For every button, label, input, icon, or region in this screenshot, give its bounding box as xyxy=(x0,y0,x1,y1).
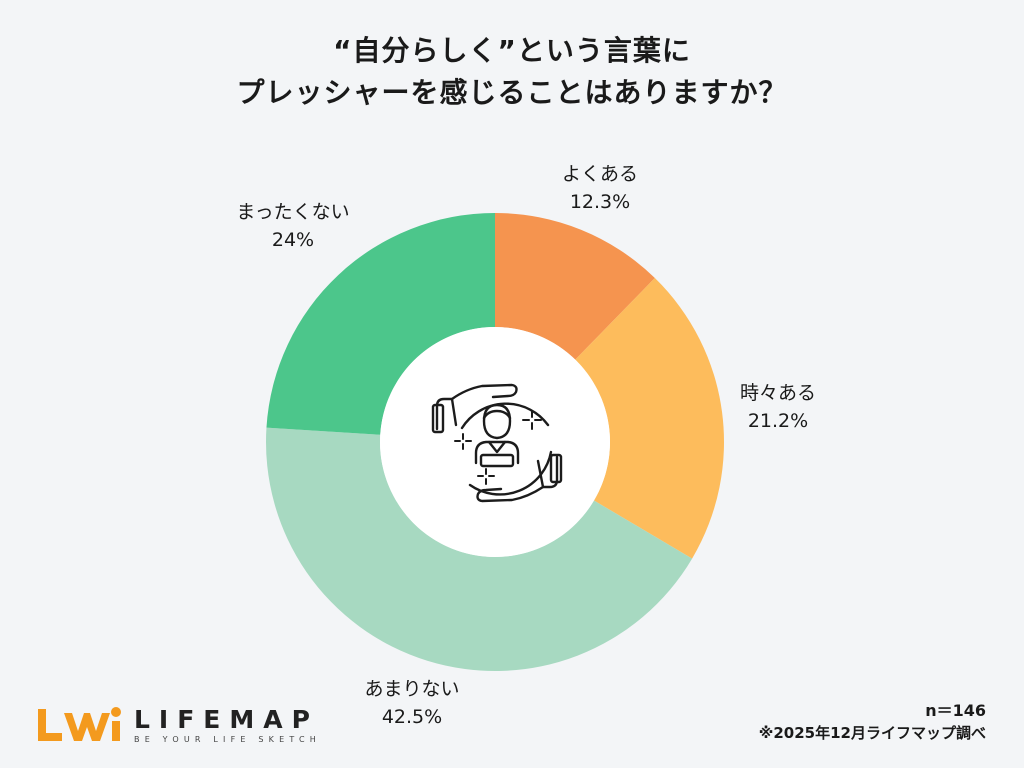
logo-tagline: BE YOUR LIFE SKETCH xyxy=(134,735,322,744)
slice-label-often-name: よくある xyxy=(561,163,639,185)
lifemap-mark-icon xyxy=(38,707,121,741)
slice-label-sometimes: 時々ある 21.2% xyxy=(740,379,816,435)
source-note: ※2025年12月ライフマップ調べ xyxy=(758,724,986,742)
donut-slice-often xyxy=(495,213,655,360)
slice-label-never: まったくない 24% xyxy=(236,198,349,254)
chart-title-line-1: “自分らしく”という言葉に xyxy=(333,34,691,67)
slice-label-sometimes-name: 時々ある xyxy=(739,382,817,404)
donut-slice-sometimes xyxy=(575,278,724,559)
donut-slice-never xyxy=(266,213,495,435)
donut-slice-rarely xyxy=(266,427,693,672)
slice-label-never-name: まったくない xyxy=(236,201,350,223)
logo-wordmark: LIFEMAP xyxy=(134,705,319,734)
person-protected-by-hands-icon xyxy=(431,383,563,503)
chart-title-line-2: プレッシャーを感じることはありますか？ xyxy=(236,76,788,109)
slice-label-rarely: あまりない 42.5% xyxy=(364,675,459,731)
slice-label-often-value: 12.3% xyxy=(569,191,631,213)
lifemap-logo: LIFEMAP BE YOUR LIFE SKETCH xyxy=(32,703,338,747)
slice-label-often: よくある 12.3% xyxy=(562,160,638,216)
slice-label-never-value: 24% xyxy=(271,229,315,251)
slice-label-rarely-name: あまりない xyxy=(364,678,460,700)
slice-label-rarely-value: 42.5% xyxy=(381,706,443,728)
sample-size: n＝146 xyxy=(925,701,986,720)
slice-label-sometimes-value: 21.2% xyxy=(747,410,809,432)
chart-title: “自分らしく”という言葉に プレッシャーを感じることはありますか？ xyxy=(0,30,1024,114)
